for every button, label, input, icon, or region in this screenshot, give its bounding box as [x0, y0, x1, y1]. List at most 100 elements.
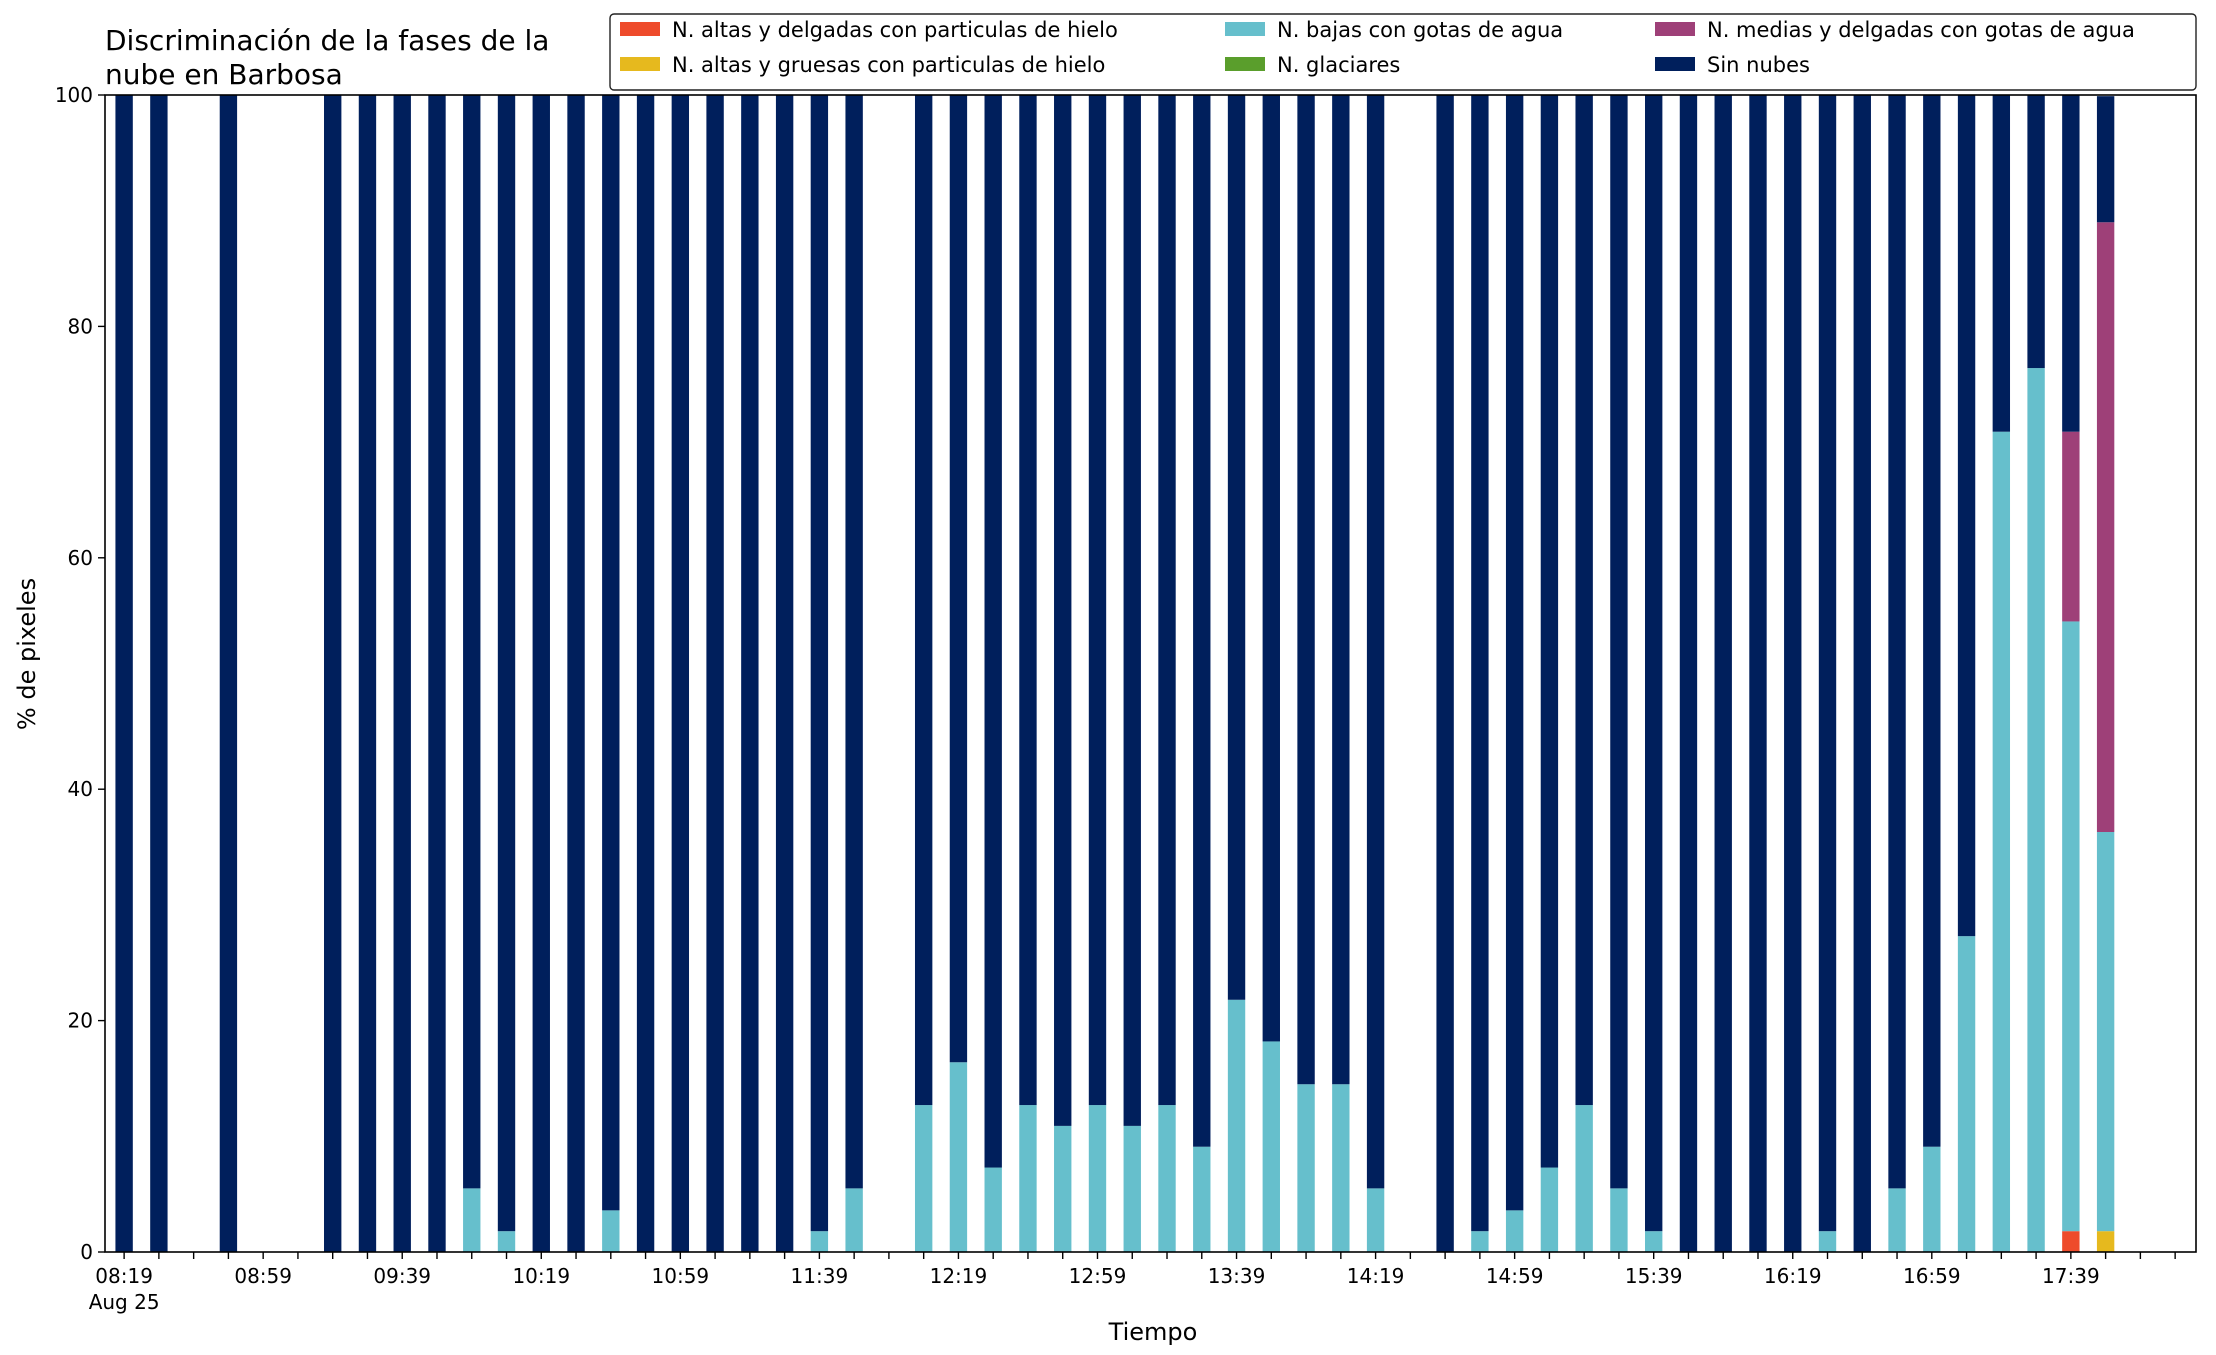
bar-segment-sin-nubes-1109	[706, 95, 724, 1252]
y-axis: 0 20 40 60 80 100	[55, 83, 105, 1264]
chart-title-line-1: Discriminación de la fases de la	[105, 24, 549, 57]
bar-segment-n-bajas-con-gotas-de-agua-1339	[1227, 999, 1246, 1252]
x-tick-label-1019: 10:19	[512, 1264, 570, 1288]
x-tick-label-1219: 12:19	[930, 1264, 988, 1288]
x-tick-date-label: Aug 25	[89, 1290, 160, 1314]
bar-segment-n-medias-y-delgadas-con-gotas-de-agua-1739	[2062, 431, 2080, 622]
bar-segment-sin-nubes-1559	[1714, 95, 1732, 1252]
bar-segment-sin-nubes-0919	[324, 95, 342, 1252]
bar-segment-sin-nubes-1529	[1610, 95, 1628, 1189]
bar-segment-n-bajas-con-gotas-de-agua-1309	[1123, 1125, 1141, 1252]
bar-segment-sin-nubes-1609	[1749, 95, 1767, 1252]
x-tick-label-1259: 12:59	[1069, 1264, 1127, 1288]
bar-segment-sin-nubes-1339	[1227, 95, 1246, 1000]
legend-label-n-glaciares: N. glaciares	[1277, 53, 1400, 77]
legend-swatch-n-altas-y-gruesas-con-particulas-de-hielo	[620, 57, 660, 71]
bar-segment-sin-nubes-1309	[1123, 95, 1141, 1126]
bar-segment-n-bajas-con-gotas-de-agua-1359	[1297, 1084, 1315, 1252]
bar-segment-n-bajas-con-gotas-de-agua-1529	[1610, 1188, 1628, 1252]
bar-segment-n-bajas-con-gotas-de-agua-1349	[1262, 1041, 1280, 1252]
bar-segment-n-bajas-con-gotas-de-agua-1509	[1540, 1167, 1559, 1252]
bar-segment-sin-nubes-1459	[1505, 95, 1524, 1211]
bar-segment-sin-nubes-1329	[1193, 95, 1211, 1147]
legend-label-sin-nubes: Sin nubes	[1707, 53, 1810, 77]
bar-segment-sin-nubes-0819	[115, 95, 133, 1252]
x-tick-label-1139: 11:39	[791, 1264, 849, 1288]
bar-segment-sin-nubes-1059	[671, 95, 690, 1252]
bar-segment-sin-nubes-1659	[1923, 95, 1941, 1147]
x-tick-label-1059: 10:59	[652, 1264, 710, 1288]
y-tick-label-40: 40	[68, 777, 93, 801]
x-tick-label-1419: 14:19	[1347, 1264, 1405, 1288]
bars-layer	[115, 95, 2115, 1252]
legend-frame	[609, 13, 2197, 91]
bar-segment-n-bajas-con-gotas-de-agua-1209	[914, 1105, 933, 1252]
bar-segment-sin-nubes-1119	[741, 95, 759, 1252]
bar-segment-n-bajas-con-gotas-de-agua-1459	[1505, 1210, 1524, 1252]
x-tick-label-0819: 08:19	[95, 1264, 153, 1288]
bar-segment-n-bajas-con-gotas-de-agua-1249	[1054, 1125, 1072, 1252]
bar-segment-sin-nubes-1729	[2027, 95, 2045, 369]
x-tick-label-1339: 13:39	[1208, 1264, 1266, 1288]
bar-segment-sin-nubes-1719	[1992, 95, 2011, 432]
bar-segment-sin-nubes-1229	[984, 95, 1002, 1168]
bar-segment-sin-nubes-1629	[1818, 95, 1837, 1232]
bar-segment-sin-nubes-0939	[393, 95, 411, 1252]
bar-segment-sin-nubes-1649	[1888, 95, 1906, 1189]
bar-segment-sin-nubes-1029	[567, 95, 585, 1252]
bar-segment-sin-nubes-1009	[497, 95, 516, 1232]
bar-segment-sin-nubes-1039	[602, 95, 620, 1211]
bar-segment-sin-nubes-1359	[1297, 95, 1315, 1085]
bar-segment-sin-nubes-1149	[845, 95, 863, 1189]
bar-segment-sin-nubes-1519	[1575, 95, 1593, 1106]
bar-segment-sin-nubes-1219	[949, 95, 968, 1063]
legend-label-n-altas-y-gruesas-con-particulas-de-hielo: N. altas y gruesas con particulas de hie…	[672, 53, 1105, 77]
bar-segment-n-bajas-con-gotas-de-agua-1329	[1193, 1146, 1211, 1252]
bar-segment-sin-nubes-1319	[1158, 95, 1176, 1106]
x-tick-label-0859: 08:59	[234, 1264, 292, 1288]
bar-segment-sin-nubes-1509	[1540, 95, 1559, 1168]
y-tick-label-80: 80	[68, 314, 93, 338]
bar-segment-sin-nubes-1239	[1019, 95, 1037, 1106]
bar-segment-n-bajas-con-gotas-de-agua-1739	[2062, 621, 2080, 1232]
bar-segment-sin-nubes-1259	[1088, 95, 1107, 1106]
bar-segment-sin-nubes-1449	[1471, 95, 1489, 1232]
x-tick-label-0939: 09:39	[373, 1264, 431, 1288]
legend-label-n-bajas-con-gotas-de-agua: N. bajas con gotas de agua	[1277, 18, 1563, 42]
bar-segment-sin-nubes-1619	[1784, 95, 1802, 1252]
bar-segment-n-bajas-con-gotas-de-agua-1729	[2027, 368, 2045, 1252]
bar-segment-n-bajas-con-gotas-de-agua-1039	[602, 1210, 620, 1252]
x-tick-label-1739: 17:39	[2042, 1264, 2100, 1288]
legend-swatch-n-medias-y-delgadas-con-gotas-de-agua	[1655, 22, 1695, 36]
bar-segment-sin-nubes-1049	[636, 95, 655, 1252]
x-axis-label: Tiempo	[1108, 1318, 1198, 1346]
bar-segment-n-medias-y-delgadas-con-gotas-de-agua-1749	[2096, 222, 2115, 833]
bar-segment-sin-nubes-1739	[2062, 95, 2080, 432]
y-tick-label-100: 100	[55, 83, 93, 107]
bar-segment-sin-nubes-1639	[1853, 95, 1871, 1252]
x-tick-label-1539: 15:39	[1625, 1264, 1683, 1288]
bar-segment-sin-nubes-1019	[532, 95, 550, 1252]
legend-swatch-sin-nubes	[1655, 57, 1695, 71]
bar-segment-n-bajas-con-gotas-de-agua-1009	[497, 1231, 516, 1252]
bar-segment-sin-nubes-1139	[810, 95, 829, 1232]
bar-segment-sin-nubes-0929	[358, 95, 377, 1252]
bar-segment-n-bajas-con-gotas-de-agua-1139	[810, 1231, 829, 1252]
legend-swatch-n-altas-y-delgadas-con-particulas-de-hielo	[620, 22, 660, 36]
bar-segment-n-bajas-con-gotas-de-agua-1229	[984, 1167, 1002, 1252]
chart-title-line-2: nube en Barbosa	[105, 58, 343, 91]
bar-segment-n-bajas-con-gotas-de-agua-1409	[1332, 1084, 1350, 1252]
bar-segment-n-bajas-con-gotas-de-agua-1259	[1088, 1105, 1107, 1252]
bar-segment-sin-nubes-0829	[150, 95, 168, 1252]
bar-segment-n-bajas-con-gotas-de-agua-1719	[1992, 431, 2011, 1252]
bar-segment-n-bajas-con-gotas-de-agua-1659	[1923, 1146, 1941, 1252]
bar-segment-n-altas-y-gruesas-con-particulas-de-hielo-1749	[2096, 1231, 2115, 1252]
bar-segment-n-bajas-con-gotas-de-agua-1649	[1888, 1188, 1906, 1252]
legend-swatch-n-glaciares	[1225, 57, 1265, 71]
bar-segment-n-bajas-con-gotas-de-agua-1629	[1818, 1231, 1837, 1252]
bar-segment-sin-nubes-1539	[1645, 95, 1663, 1232]
bar-segment-sin-nubes-0849	[219, 95, 238, 1252]
bar-segment-n-bajas-con-gotas-de-agua-1219	[949, 1062, 968, 1252]
